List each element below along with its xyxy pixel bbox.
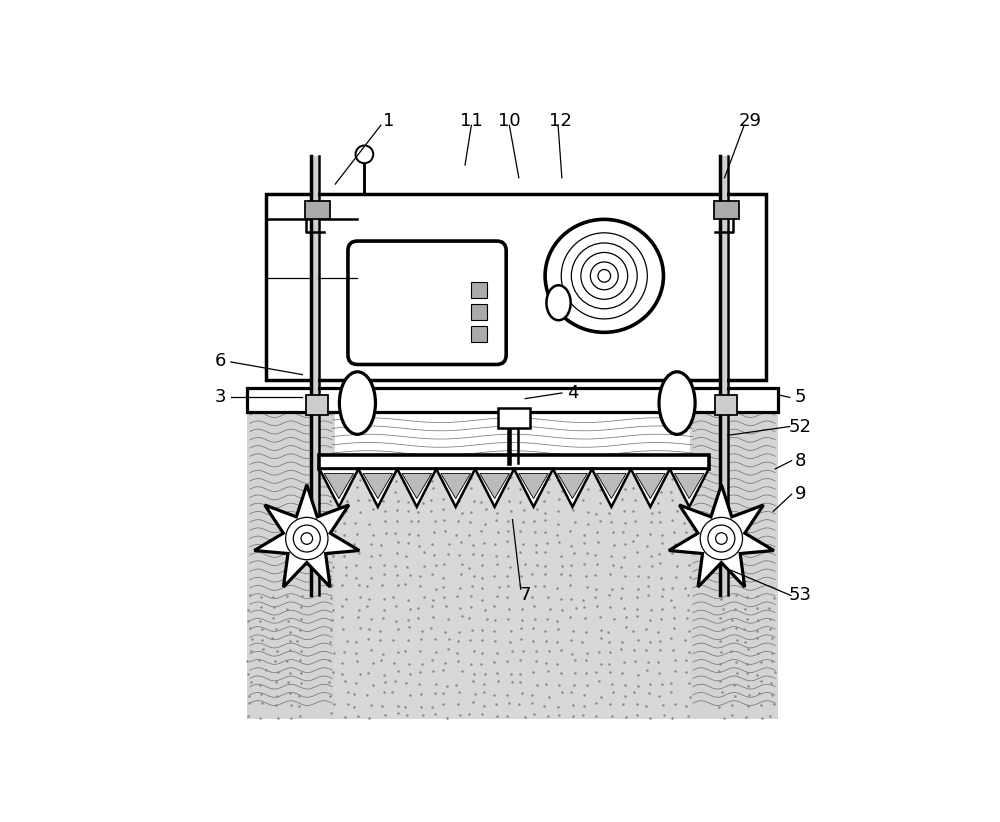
Bar (319, 455, 709, 469)
Bar (715, 395, 737, 415)
Bar (247, 390, 335, 719)
Ellipse shape (545, 219, 663, 332)
Text: 29: 29 (738, 112, 761, 130)
Text: 12: 12 (549, 112, 571, 130)
Polygon shape (436, 469, 475, 507)
Bar (247, 466, 778, 719)
Bar (471, 326, 487, 342)
Text: 10: 10 (498, 112, 521, 130)
Polygon shape (669, 485, 774, 587)
Bar (306, 395, 328, 415)
Bar (471, 304, 487, 320)
Polygon shape (441, 473, 470, 498)
Polygon shape (597, 473, 626, 498)
FancyBboxPatch shape (348, 241, 506, 364)
Ellipse shape (339, 372, 375, 434)
Text: 7: 7 (519, 587, 531, 604)
Text: 6: 6 (214, 352, 226, 370)
Text: 53: 53 (789, 587, 812, 604)
Bar (247, 388, 778, 412)
Polygon shape (397, 469, 436, 507)
Bar (714, 201, 739, 219)
Text: 4: 4 (567, 384, 578, 402)
Ellipse shape (659, 372, 695, 434)
Polygon shape (402, 473, 432, 498)
Polygon shape (558, 473, 587, 498)
Polygon shape (358, 469, 397, 507)
Bar (266, 193, 766, 381)
Polygon shape (363, 473, 393, 498)
Polygon shape (475, 469, 514, 507)
Circle shape (356, 145, 373, 164)
Polygon shape (319, 469, 358, 507)
Polygon shape (324, 473, 354, 498)
Bar (690, 390, 778, 719)
Bar (471, 282, 487, 298)
Polygon shape (592, 469, 631, 507)
Polygon shape (670, 469, 709, 507)
Text: 3: 3 (214, 388, 226, 406)
Bar (305, 201, 330, 219)
Text: 5: 5 (795, 388, 806, 406)
Polygon shape (636, 473, 665, 498)
Text: 1: 1 (383, 112, 395, 130)
Ellipse shape (546, 285, 571, 321)
Bar (498, 408, 530, 427)
Bar (312, 155, 318, 595)
Text: 9: 9 (795, 485, 806, 503)
Bar (721, 155, 727, 595)
Polygon shape (519, 473, 548, 498)
Polygon shape (553, 469, 592, 507)
Polygon shape (514, 469, 553, 507)
Polygon shape (674, 473, 704, 498)
Polygon shape (631, 469, 670, 507)
Text: 8: 8 (795, 451, 806, 469)
Polygon shape (480, 473, 509, 498)
Text: 52: 52 (789, 418, 812, 436)
Text: 11: 11 (460, 112, 483, 130)
Polygon shape (254, 485, 359, 587)
